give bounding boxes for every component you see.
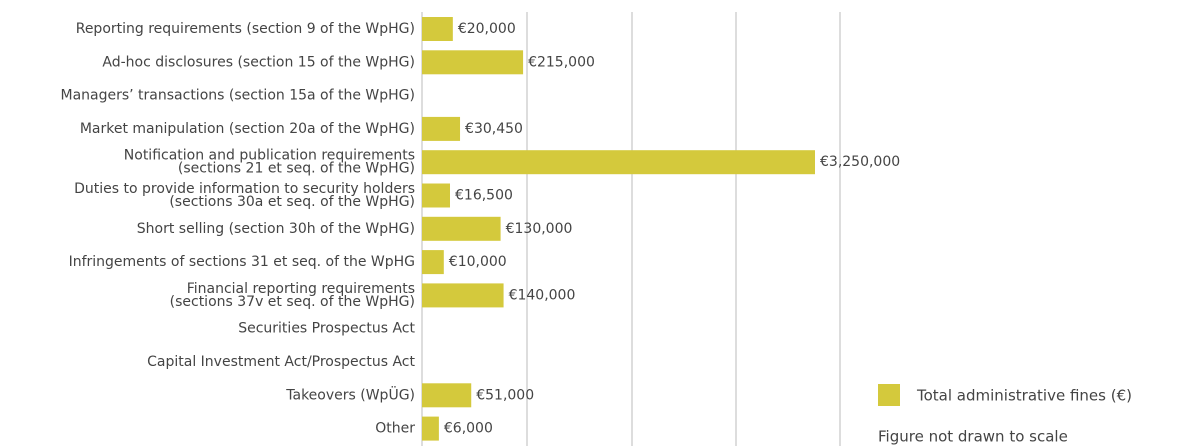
data-label: €6,000 bbox=[444, 421, 493, 437]
legend-label: Total administrative fines (€) bbox=[916, 387, 1132, 405]
y-tick-label: Financial reporting requirements (section… bbox=[170, 281, 415, 310]
data-label: €215,000 bbox=[528, 54, 595, 70]
y-tick-label: Securities Prospectus Act bbox=[238, 321, 415, 337]
bar bbox=[422, 183, 451, 208]
bar bbox=[422, 50, 524, 75]
data-label: €20,000 bbox=[458, 21, 516, 37]
bar bbox=[422, 283, 504, 308]
data-label: €30,450 bbox=[465, 121, 523, 137]
bar bbox=[422, 416, 439, 441]
y-tick-label: Takeovers (WpÜG) bbox=[285, 385, 415, 403]
data-label: €51,000 bbox=[476, 387, 534, 403]
bar bbox=[422, 250, 444, 275]
y-tick-label: Duties to provide information to securit… bbox=[74, 181, 415, 210]
bar bbox=[422, 116, 461, 141]
y-tick-label: Infringements of sections 31 et seq. of … bbox=[69, 254, 415, 270]
y-tick-label: Market manipulation (section 20a of the … bbox=[80, 121, 415, 137]
y-tick-label: Managers’ transactions (section 15a of t… bbox=[60, 88, 415, 104]
data-label: €3,250,000 bbox=[820, 154, 900, 170]
y-tick-label: Ad-hoc disclosures (section 15 of the Wp… bbox=[102, 54, 415, 70]
y-tick-label: Capital Investment Act/Prospectus Act bbox=[147, 354, 415, 370]
y-tick-label: Short selling (section 30h of the WpHG) bbox=[137, 221, 415, 237]
legend-swatch bbox=[878, 384, 900, 406]
bar bbox=[422, 17, 453, 41]
y-tick-label: Notification and publication requirement… bbox=[124, 148, 415, 177]
data-label: €10,000 bbox=[449, 254, 507, 270]
y-tick-label: Other bbox=[375, 421, 415, 437]
bar bbox=[422, 216, 501, 241]
data-label: €16,500 bbox=[455, 188, 513, 204]
bar bbox=[422, 150, 815, 175]
note: Figure not drawn to scale bbox=[878, 428, 1068, 446]
y-tick-label: Reporting requirements (section 9 of the… bbox=[76, 21, 415, 37]
bar bbox=[422, 383, 472, 408]
data-label: €130,000 bbox=[506, 221, 573, 237]
data-label: €140,000 bbox=[509, 287, 576, 303]
